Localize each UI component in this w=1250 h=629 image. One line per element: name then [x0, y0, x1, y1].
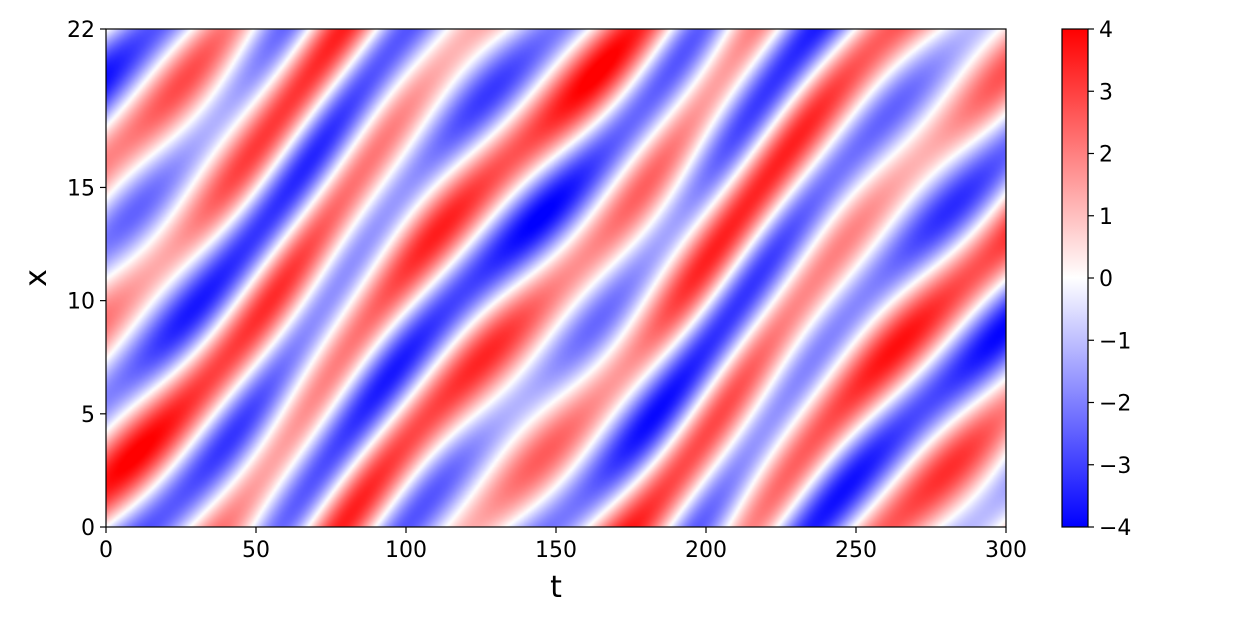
y-tick-label: 5 — [81, 403, 95, 428]
x-tick-label: 200 — [685, 538, 727, 563]
colorbar-tick-label: −2 — [1099, 392, 1131, 417]
colorbar-ticks: 4 3 2 1 0 −1 −2 −3 −4 — [1088, 18, 1131, 541]
y-tick-label: 15 — [67, 176, 95, 201]
x-tick-label: 50 — [242, 538, 270, 563]
y-tick-label: 22 — [67, 18, 95, 43]
colorbar-tick-label: 4 — [1099, 18, 1113, 43]
x-axis-label: t — [550, 570, 562, 605]
colorbar-tick-label: 1 — [1099, 205, 1113, 230]
x-tick-label: 100 — [385, 538, 427, 563]
y-axis: 0 5 10 15 22 — [67, 18, 106, 541]
colorbar-tick-label: 3 — [1099, 80, 1113, 105]
colorbar-tick-label: 2 — [1099, 143, 1113, 168]
colorbar-tick-label: −3 — [1099, 454, 1131, 479]
colorbar: 4 3 2 1 0 −1 −2 −3 −4 — [1061, 18, 1131, 541]
y-tick-label: 10 — [67, 290, 95, 315]
x-tick-label: 0 — [99, 538, 113, 563]
colorbar-tick-label: −1 — [1099, 329, 1131, 354]
plot-area — [105, 28, 1007, 528]
colorbar-tick-label: 0 — [1099, 267, 1113, 292]
colorbar-tick-label: −4 — [1099, 516, 1131, 541]
y-axis-label: x — [19, 269, 54, 287]
x-tick-label: 150 — [535, 538, 577, 563]
heatmap-image — [106, 29, 1006, 527]
colorbar-gradient — [1061, 28, 1089, 528]
x-tick-label: 250 — [835, 538, 877, 563]
y-tick-label: 0 — [81, 516, 95, 541]
x-axis: 0 50 100 150 200 250 300 — [99, 527, 1027, 563]
x-tick-label: 300 — [985, 538, 1027, 563]
